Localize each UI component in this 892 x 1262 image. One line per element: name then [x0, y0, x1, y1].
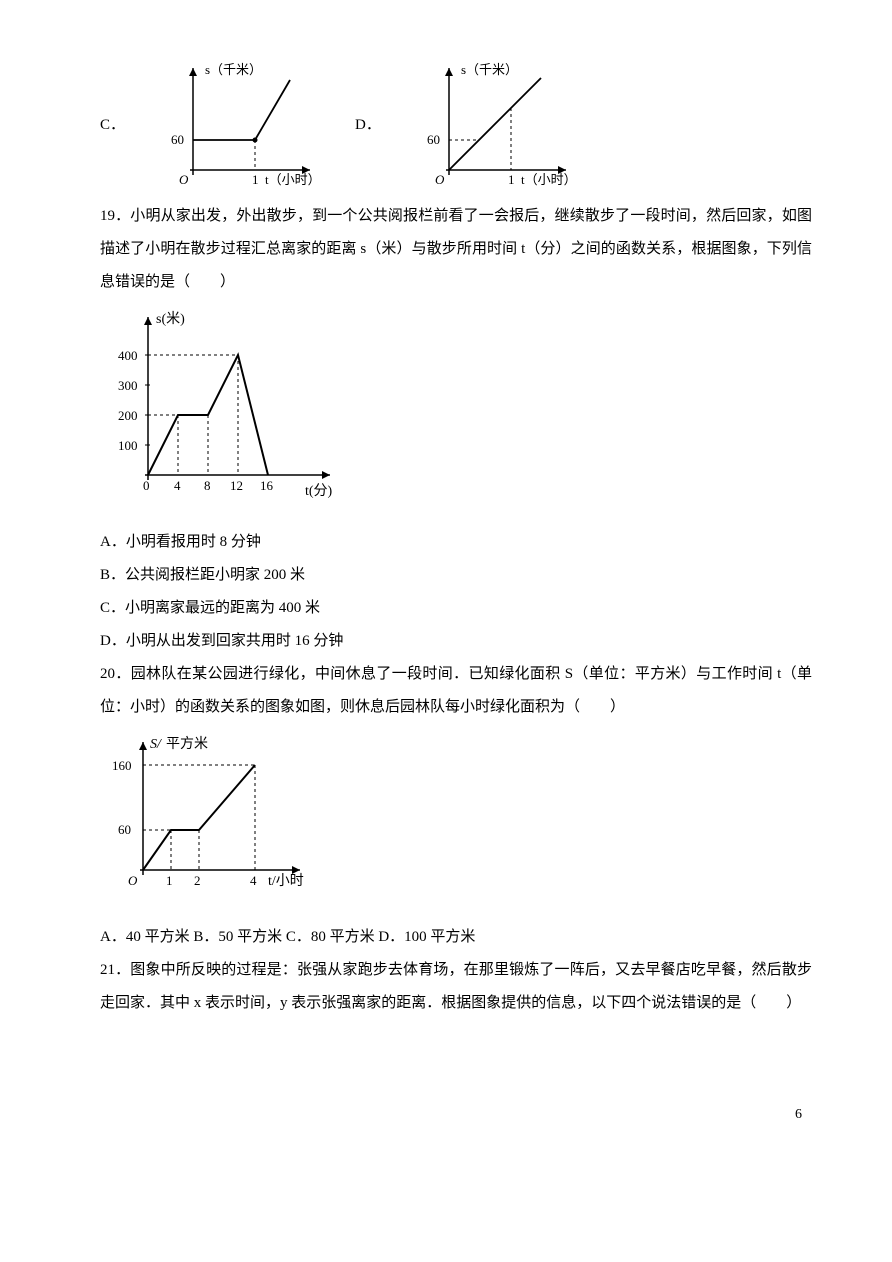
axis-x-label: t（小时）: [265, 172, 315, 187]
axis-y-label: s（千米）: [205, 62, 262, 77]
origin-label: O: [179, 172, 189, 187]
svg-text:2: 2: [194, 873, 201, 888]
svg-text:O: O: [128, 873, 138, 888]
svg-text:平方米: 平方米: [166, 736, 208, 752]
q19-text: 19．小明从家出发，外出散步，到一个公共阅报栏前看了一会报后，继续散步了一段时间…: [100, 200, 812, 299]
option-d-label: D．: [355, 109, 381, 142]
svg-text:1: 1: [166, 873, 173, 888]
axis-y-label: s（千米）: [461, 62, 518, 77]
chart-option-c: s（千米） 60 1 t（小时） O: [165, 60, 315, 190]
chart-option-d: s（千米） 60 1 t（小时） O: [421, 60, 571, 190]
option-c-label: C．: [100, 109, 125, 142]
q19-option-b: B．公共阅报栏距小明家 200 米: [100, 559, 812, 592]
svg-text:0: 0: [143, 478, 150, 493]
svg-text:4: 4: [174, 478, 181, 493]
options-cd-row: C． s（千米） 60 1 t（小时） O D． s（千米） 60 1 t（小时…: [100, 60, 812, 190]
q20-chart: 160 60 O 1 2 4 S/ 平方米 t/小时: [100, 730, 812, 913]
svg-text:160: 160: [112, 758, 132, 773]
svg-text:S/: S/: [150, 737, 162, 752]
svg-text:t(分): t(分): [305, 483, 333, 499]
svg-text:400: 400: [118, 348, 138, 363]
q19-option-c: C．小明离家最远的距离为 400 米: [100, 592, 812, 625]
q19-option-d: D．小明从出发到回家共用时 16 分钟: [100, 625, 812, 658]
svg-text:s(米): s(米): [156, 311, 185, 327]
x-tick-1: 1: [252, 172, 259, 187]
svg-text:8: 8: [204, 478, 211, 493]
origin-label: O: [435, 172, 445, 187]
svg-text:200: 200: [118, 408, 138, 423]
svg-text:12: 12: [230, 478, 243, 493]
svg-text:t/小时: t/小时: [268, 873, 304, 889]
svg-text:4: 4: [250, 873, 257, 888]
q20-text: 20．园林队在某公园进行绿化，中间休息了一段时间．已知绿化面积 S（单位：平方米…: [100, 658, 812, 724]
q19-chart: 100 200 300 400 0 4 8 12 16 s(米) t(分): [100, 305, 812, 518]
svg-text:60: 60: [118, 822, 131, 837]
axis-x-label: t（小时）: [521, 172, 571, 187]
x-tick-1: 1: [508, 172, 515, 187]
svg-text:300: 300: [118, 378, 138, 393]
y-tick-60: 60: [427, 132, 440, 147]
q19-option-a: A．小明看报用时 8 分钟: [100, 526, 812, 559]
svg-text:16: 16: [260, 478, 274, 493]
y-tick-60: 60: [171, 132, 184, 147]
page-number: 6: [100, 1100, 812, 1131]
q21-text: 21．图象中所反映的过程是：张强从家跑步去体育场，在那里锻炼了一阵后，又去早餐店…: [100, 954, 812, 1020]
svg-text:100: 100: [118, 438, 138, 453]
q20-options: A．40 平方米 B．50 平方米 C．80 平方米 D．100 平方米: [100, 921, 812, 954]
